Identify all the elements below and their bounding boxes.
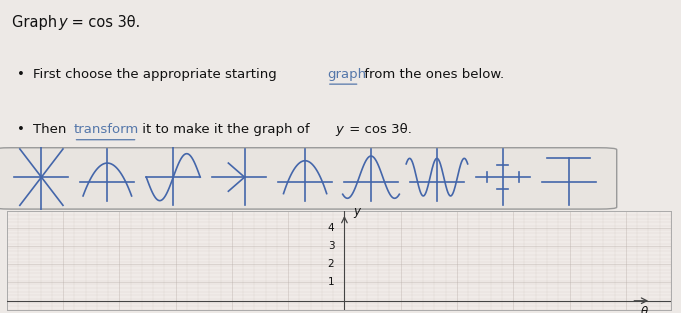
Text: Graph: Graph xyxy=(12,15,62,30)
Text: Graph y: Graph y xyxy=(0,312,1,313)
Text: θ: θ xyxy=(641,305,648,313)
Text: from the ones below.: from the ones below. xyxy=(360,68,504,81)
Text: 3: 3 xyxy=(328,241,334,251)
Text: Graph: Graph xyxy=(0,312,1,313)
Text: 4: 4 xyxy=(328,223,334,233)
Text: 1: 1 xyxy=(328,278,334,287)
Text: = cos 3θ.: = cos 3θ. xyxy=(67,15,140,30)
Text: •: • xyxy=(17,123,25,136)
Text: y: y xyxy=(353,205,360,218)
Text: First choose the appropriate starting: First choose the appropriate starting xyxy=(33,68,281,81)
Text: •: • xyxy=(17,68,25,81)
Text: it to make it the graph of: it to make it the graph of xyxy=(138,123,313,136)
FancyBboxPatch shape xyxy=(0,148,617,209)
Text: 2: 2 xyxy=(328,259,334,269)
Text: y: y xyxy=(336,123,344,136)
Text: y: y xyxy=(58,15,67,30)
Text: Then: Then xyxy=(33,123,70,136)
Text: graph: graph xyxy=(327,68,366,81)
Text: = cos 3θ.: = cos 3θ. xyxy=(345,123,411,136)
Text: transform: transform xyxy=(74,123,139,136)
